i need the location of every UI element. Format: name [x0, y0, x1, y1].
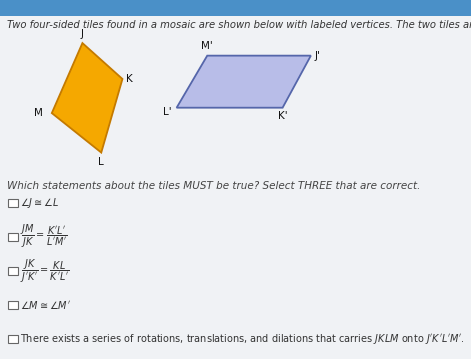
Text: M': M' [202, 41, 213, 51]
Bar [8, 233, 18, 241]
Text: L: L [98, 157, 104, 167]
Bar [8, 335, 18, 343]
Text: Two four-sided tiles found in a mosaic are shown below with labeled vertices. Th: Two four-sided tiles found in a mosaic a… [7, 20, 471, 30]
Text: K': K' [278, 111, 287, 121]
Text: K: K [126, 74, 133, 84]
Text: J: J [81, 29, 84, 39]
Bar [8, 301, 18, 309]
Text: $\dfrac{JM}{JK} = \dfrac{K'L'}{L'M'}$: $\dfrac{JM}{JK} = \dfrac{K'L'}{L'M'}$ [20, 223, 68, 251]
Text: $\dfrac{JK}{J'K'} = \dfrac{KL}{K'L'}$: $\dfrac{JK}{J'K'} = \dfrac{KL}{K'L'}$ [20, 257, 70, 285]
Text: L': L' [163, 107, 171, 117]
Polygon shape [177, 56, 311, 108]
Polygon shape [52, 43, 122, 153]
Text: Which statements about the tiles MUST be true? Select THREE that are correct.: Which statements about the tiles MUST be… [7, 181, 421, 191]
Text: J': J' [315, 51, 321, 61]
Bar [8, 199, 18, 207]
Text: M: M [34, 108, 43, 118]
FancyBboxPatch shape [0, 0, 471, 16]
Text: $\angle J \cong \angle L$: $\angle J \cong \angle L$ [20, 196, 59, 210]
Text: There exists a series of rotations, translations, and dilations that carries $JK: There exists a series of rotations, tran… [20, 332, 465, 346]
Bar [8, 267, 18, 275]
Text: $\angle M \cong \angle M'$: $\angle M \cong \angle M'$ [20, 299, 71, 311]
